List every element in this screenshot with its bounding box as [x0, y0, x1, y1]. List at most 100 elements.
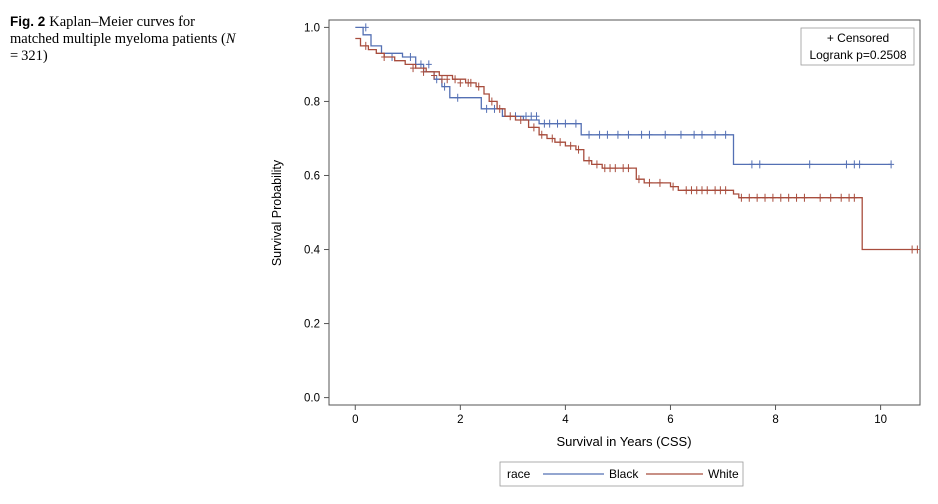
censor-mark [785, 193, 792, 202]
censor-mark [683, 186, 690, 195]
censor-mark [530, 123, 537, 132]
censor-mark [646, 178, 653, 187]
censor-mark [417, 60, 424, 69]
censor-mark [670, 182, 677, 191]
censor-mark [586, 130, 593, 139]
censor-mark [691, 130, 698, 139]
censor-mark [554, 119, 561, 128]
censor-mark [843, 160, 850, 169]
censor-mark [754, 193, 761, 202]
censor-mark [638, 130, 645, 139]
censor-mark [457, 78, 464, 87]
figure-caption: Fig. 2 Kaplan–Meier curves for matched mu… [10, 13, 240, 65]
censor-mark [596, 130, 603, 139]
censor-mark [362, 23, 369, 32]
inset-legend: + Censored Logrank p=0.2508 [800, 27, 915, 66]
censor-mark [572, 119, 579, 128]
censor-mark [756, 160, 763, 169]
legend-label-white: White [708, 467, 739, 481]
censor-mark [793, 193, 800, 202]
censor-mark [528, 112, 535, 121]
censor-mark [420, 67, 427, 76]
series-layer [355, 23, 921, 254]
censor-mark [575, 145, 582, 154]
censor-mark [909, 245, 916, 254]
censor-mark [431, 71, 438, 80]
censor-mark [738, 193, 745, 202]
censor-mark [496, 104, 503, 113]
censor-mark [475, 82, 482, 91]
censor-mark [625, 164, 632, 173]
censor-mark [438, 75, 445, 84]
legend-title: race [507, 467, 531, 481]
caption-n-symbol: N [225, 31, 236, 47]
censor-mark [625, 130, 632, 139]
censor-mark [612, 164, 619, 173]
censor-mark [806, 160, 813, 169]
y-tick-label: 0.6 [304, 170, 320, 182]
caption-n-value: = 321) [10, 31, 239, 64]
censor-mark [381, 53, 388, 62]
y-tick-label: 0.0 [304, 393, 320, 405]
censor-mark [698, 186, 705, 195]
legend-label-black: Black [609, 467, 639, 481]
censor-mark [410, 64, 417, 73]
y-tick-label: 0.4 [304, 245, 321, 257]
plot-frame [328, 19, 921, 406]
censor-mark [586, 156, 593, 165]
censor-mark [538, 130, 545, 139]
censor-mark [407, 53, 414, 62]
censor-mark [549, 134, 556, 143]
censor-mark [454, 93, 461, 102]
censor-mark [748, 160, 755, 169]
censor-mark [662, 130, 669, 139]
x-tick-label: 2 [457, 414, 463, 426]
y-tick-label: 0.8 [304, 96, 320, 108]
x-tick-label: 6 [667, 414, 673, 426]
censor-mark [557, 138, 564, 147]
censor-mark [827, 193, 834, 202]
x-axis-label: Survival in Years (CSS) [556, 434, 691, 449]
censor-mark [362, 41, 369, 50]
censor-mark [488, 97, 495, 106]
censor-mark [914, 245, 921, 254]
censor-mark [817, 193, 824, 202]
censor-mark [533, 112, 540, 121]
censor-mark [541, 119, 548, 128]
y-tick-label: 1.0 [304, 22, 320, 34]
censor-mark [635, 175, 642, 184]
censor-mark [777, 193, 784, 202]
inset-legend-box [800, 27, 915, 66]
censor-mark [851, 193, 858, 202]
censor-mark [433, 75, 440, 84]
censor-mark [838, 193, 845, 202]
censor-mark [562, 119, 569, 128]
censor-mark [517, 115, 524, 124]
censor-mark [888, 160, 895, 169]
censor-mark [851, 160, 858, 169]
censor-mark [507, 112, 514, 121]
axes: 0 2 4 6 8 10 0.0 0.2 0.4 0.6 0.8 1.0 [304, 22, 887, 426]
censor-mark [646, 130, 653, 139]
x-tick-label: 10 [874, 414, 887, 426]
censor-mark [546, 119, 553, 128]
censor-mark [523, 112, 529, 121]
censor-mark [567, 141, 574, 150]
censor-mark [856, 160, 863, 169]
x-tick-label: 0 [352, 414, 358, 426]
censor-mark [483, 104, 490, 113]
censored-legend-label: + Censored [827, 31, 889, 45]
censor-mark [717, 186, 724, 195]
censor-mark [712, 186, 719, 195]
censor-mark [746, 193, 753, 202]
censor-mark [656, 178, 663, 187]
censor-mark [801, 193, 808, 202]
censor-mark [769, 193, 776, 202]
censor-mark [444, 75, 451, 84]
censor-mark [722, 130, 729, 139]
series-white [355, 37, 921, 254]
censor-mark [698, 130, 705, 139]
censor-mark [620, 164, 627, 173]
censor-mark [704, 186, 711, 195]
